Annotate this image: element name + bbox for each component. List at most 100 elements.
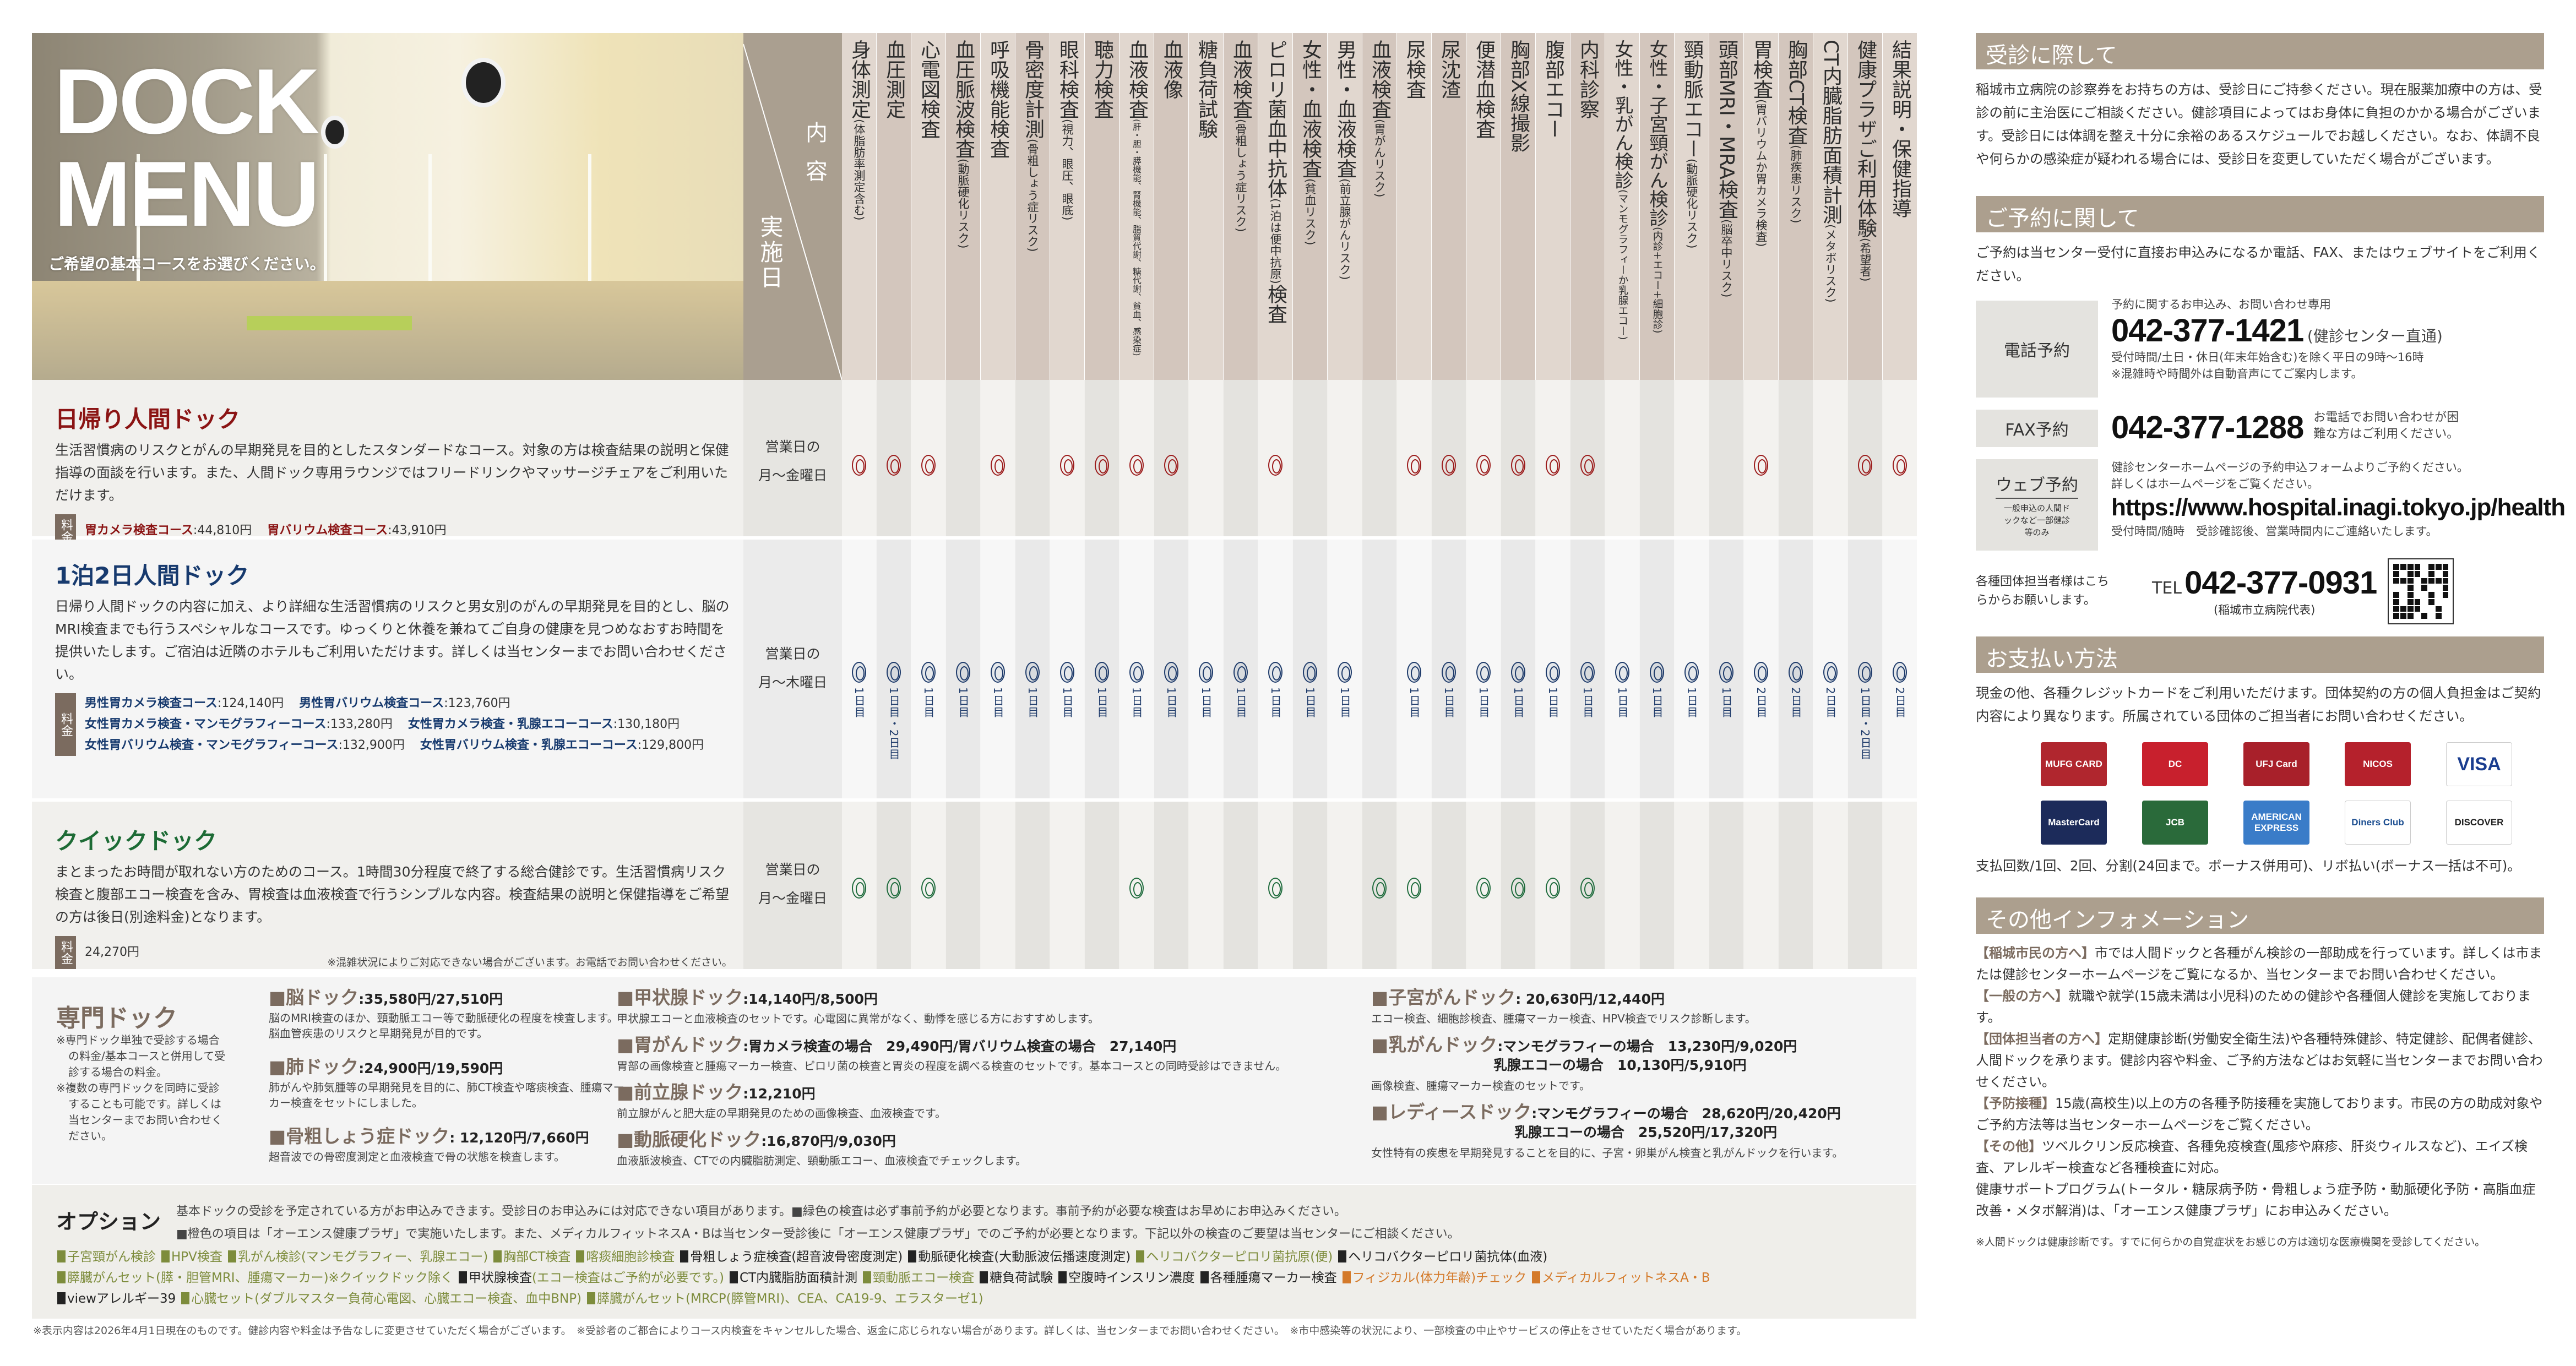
column-label: 身体測定(体脂肪率測定含む)	[848, 40, 871, 380]
info-text: 市では人間ドックと各種がん検診の一部助成を行っています。詳しくは市または健診セン…	[1976, 945, 2542, 982]
specialty-item: ■肺ドック:24,900円/19,590円 肺がんや肺気腫等の早期発見を目的に、肺…	[269, 1057, 627, 1126]
option-item[interactable]: HPV検査	[161, 1250, 222, 1264]
option-item[interactable]: 喀痰細胞診検査	[576, 1250, 675, 1264]
course-fees: 料金 男性胃カメラ検査コース:124,140円 男性胃バリウム検査コース:123,7…	[55, 693, 732, 756]
option-item[interactable]: 膵臓がんセット(膵・胆管MRI、腫瘍マーカー)※クイックドック除く	[57, 1271, 453, 1285]
qr-module	[2428, 564, 2434, 570]
option-item[interactable]: 各種腫瘍マーカー検査	[1200, 1271, 1337, 1285]
option-item[interactable]: ヘリコバクターピロリ菌抗原(便)	[1136, 1250, 1333, 1264]
exam-name: 男性・血液検査	[1334, 40, 1356, 178]
web-hours: 受付時間/随時 受診確認後、営業時間内にご連絡いたします。	[2111, 525, 2438, 538]
group-phone-number[interactable]: 042-377-0931	[2184, 565, 2377, 601]
exam-day-label: 2日目	[1754, 687, 1768, 718]
option-label: ヘリコバクターピロリ菌抗原(便)	[1146, 1250, 1333, 1264]
qr-module	[2435, 598, 2442, 605]
exam-detail: (肝・胆・膵機能、腎機能、脂質代謝、糖代謝、貧血、感染症)	[1132, 119, 1142, 356]
course-description: 生活習慣病のリスクとがんの早期発見を目的としたスタンダードなコース。対象の方は検…	[55, 442, 729, 503]
option-label: 糖負荷試験	[990, 1271, 1053, 1285]
included-mark-icon	[1719, 662, 1733, 683]
exam-day-label: 1日目	[1650, 687, 1664, 718]
option-item[interactable]: フィジカル(体力年齢)チェック	[1342, 1271, 1526, 1285]
option-item[interactable]: 骨粗しょう症検査(超音波骨密度測定)	[680, 1250, 903, 1264]
specialty-description: 甲状腺エコーと血液検査のセットです。心電図に異常がなく、動悸を感じる方におすすめ…	[617, 1012, 1099, 1025]
exam-name: 心電図検査	[917, 40, 940, 139]
exam-name: 女性・乳がん検診	[1611, 40, 1633, 189]
option-item[interactable]: 頸動脈エコー検査	[863, 1271, 974, 1285]
included-mark-icon	[1684, 662, 1699, 683]
specialty-price: :胃カメラ検査の場合 29,490円/胃バリウム検査の場合 27,140円	[743, 1038, 1177, 1054]
specialty-price: :マンモグラフィーの場合 28,620円/20,420円	[1531, 1106, 1841, 1122]
column-label: 男性・血液検査(前立腺がんリスク)	[1334, 40, 1356, 380]
option-item[interactable]: CT内臓脂肪面積計測	[729, 1271, 857, 1285]
fee-price: :130,180円	[613, 717, 680, 731]
card-logo-nicos: NICOS	[2345, 742, 2411, 786]
exam-name: 尿検査	[1403, 40, 1426, 99]
fee-list: 胃カメラ検査コース:44,810円 胃バリウム検査コース:43,910円	[85, 514, 447, 547]
option-item[interactable]: 甲状腺検査(エコー検査はご予約が必要です。)	[458, 1271, 724, 1285]
option-item[interactable]: 乳がん検診(マンモグラフィー、乳腺エコー)	[227, 1250, 488, 1264]
included-mark-icon	[1407, 878, 1421, 899]
color-square-icon	[493, 1250, 502, 1262]
option-item[interactable]: 膵臓がんセット(MRCP(膵管MRI)、CEA、CA19-9、エラスターゼ1)	[587, 1292, 983, 1306]
specialty-name: ■脳ドック	[269, 987, 359, 1008]
specialty-name: ■前立腺ドック	[617, 1081, 743, 1103]
option-item[interactable]: 空腹時インスリン濃度	[1058, 1271, 1195, 1285]
qr-module	[2407, 598, 2414, 605]
exam-name: 骨密度計測	[1021, 40, 1044, 139]
column-header: 尿検査	[1397, 33, 1431, 380]
specialty-name: ■動脈硬化ドック	[617, 1129, 762, 1150]
course-info: 日帰り人間ドック 生活習慣病のリスクとがんの早期発見を目的としたスタンダードなコー…	[55, 401, 732, 547]
specialty-description: 血液脈波検査、CTでの内臓脂肪測定、頸動脈エコー、血液検査でチェックします。	[617, 1154, 1026, 1167]
qr-code[interactable]	[2388, 558, 2454, 624]
exam-cell	[1154, 380, 1188, 536]
option-item[interactable]: 動脈硬化検査(大動脈波伝播速度測定)	[908, 1250, 1131, 1264]
exam-detail: (前立腺がんリスク)	[1338, 178, 1351, 280]
exam-cell: 2日目	[1744, 540, 1778, 798]
specialty-heading: ■肺ドック:24,900円/19,590円	[269, 1057, 627, 1077]
exam-cell	[1848, 802, 1882, 969]
exam-cell: 1日目	[1015, 540, 1050, 798]
specialty-column: ■脳ドック:35,580円/27,510円 脳のMRI検査のほか、頸動脈エコー等で…	[269, 987, 627, 1195]
exam-cell	[1432, 802, 1466, 969]
footnote: ※表示内容は2026年4月1日現在のものです。健診内容や料金は予告なしに変更させ…	[33, 1325, 1747, 1337]
phone-number[interactable]: 042-377-1421	[2111, 313, 2304, 349]
info-heading: 【予防接種】	[1976, 1096, 2055, 1111]
column-header: 血液検査(骨粗しょう症リスク)	[1224, 33, 1258, 380]
exam-name: 胃検査	[1750, 40, 1773, 99]
exam-cell: 1日目	[1119, 540, 1154, 798]
note: ※専門ドック単独で受診する場合の料金/基本コースと併用して受診する場合の料金。	[56, 1033, 226, 1079]
website-link[interactable]: https://www.hospital.inagi.tokyo.jp/heal…	[2111, 494, 2566, 521]
included-mark-icon	[1476, 455, 1491, 476]
option-item[interactable]: 子宮頸がん検診	[57, 1250, 156, 1264]
qr-module	[2400, 578, 2406, 584]
qr-module	[2428, 598, 2434, 605]
exam-cell: 1日目	[1189, 540, 1223, 798]
section-header: ご予約に関して	[1976, 196, 2544, 232]
exam-name: 女性・子宮頸がん検診	[1646, 40, 1668, 227]
specialty-name: ■胃がんドック	[617, 1034, 743, 1055]
qr-module	[2393, 578, 2400, 584]
date-label: 実施日	[757, 215, 784, 291]
included-mark-icon	[1546, 662, 1560, 683]
tel-label: TEL	[2152, 579, 2182, 598]
option-item[interactable]: ヘリコバクターピロリ菌抗体(血液)	[1338, 1250, 1547, 1264]
info-heading: 【稲城市民の方へ】	[1976, 945, 2095, 961]
specialty-heading: ■胃がんドック:胃カメラ検査の場合 29,490円/胃バリウム検査の場合 27,…	[617, 1035, 1377, 1055]
option-item[interactable]: viewアレルギー39	[57, 1292, 176, 1306]
info-text: ツベルクリン反応検査、各種免疫検査(風疹や麻疹、肝炎ウィルスなど)、エイズ検査、…	[1976, 1139, 2528, 1175]
exam-cell: 1日目	[1293, 540, 1327, 798]
specialty-price-alt: 乳腺エコーの場合 25,520円/17,320円	[1514, 1124, 1778, 1140]
option-item[interactable]: 胸部CT検査	[493, 1250, 570, 1264]
included-mark-icon	[1754, 662, 1768, 683]
option-item[interactable]: メディカルフィットネスA・B	[1532, 1271, 1710, 1285]
specialty-price: : 20,630円/12,440円	[1515, 991, 1665, 1007]
exam-cell	[1466, 380, 1501, 536]
qr-module	[2435, 606, 2442, 612]
exam-cell	[1119, 380, 1154, 536]
fee-line: 胃カメラ検査コース:44,810円 胃バリウム検査コース:43,910円	[85, 520, 447, 541]
column-label: 血液検査(肝・胆・膵機能、腎機能、脂質代謝、糖代謝、貧血、感染症)	[1126, 40, 1148, 380]
exam-name: CT内臓脂肪面積計測	[1819, 40, 1842, 225]
exam-name: 聴力検査	[1091, 40, 1113, 119]
option-item[interactable]: 心臓セット(ダブルマスター負荷心電図、心臓エコー検査、血中BNP)	[181, 1292, 581, 1306]
option-item[interactable]: 糖負荷試験	[980, 1271, 1053, 1285]
